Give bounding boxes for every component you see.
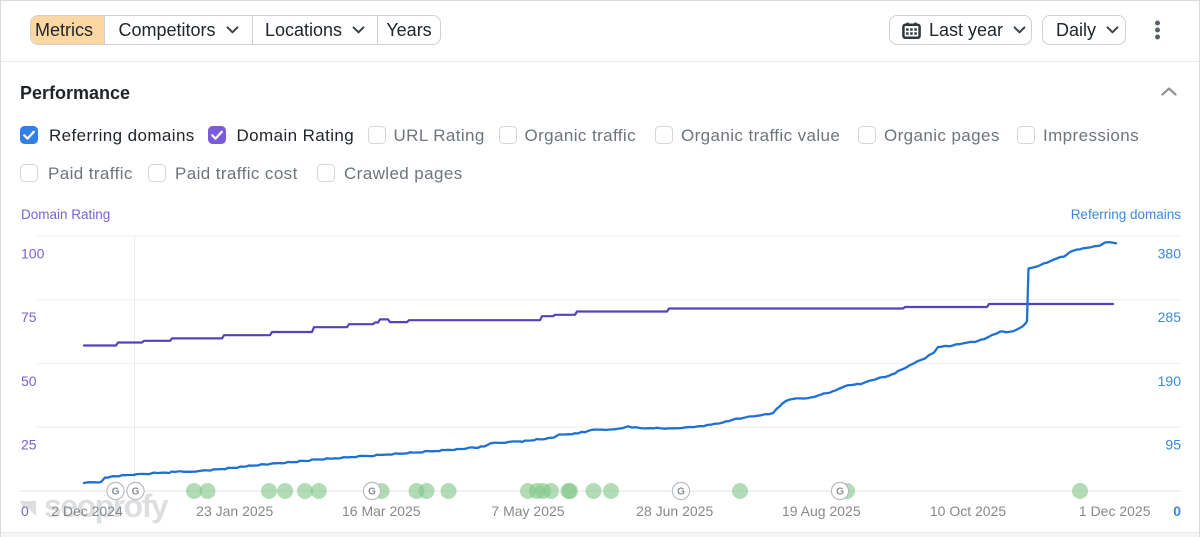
svg-text:2 Dec 2024: 2 Dec 2024 [51,503,123,519]
svg-text:19 Aug 2025: 19 Aug 2025 [782,503,861,519]
svg-text:0: 0 [1173,503,1181,519]
svg-text:G: G [112,487,120,498]
svg-text:285: 285 [1158,309,1182,325]
svg-text:G: G [677,487,685,498]
svg-text:50: 50 [21,373,37,389]
svg-text:100: 100 [21,246,45,262]
svg-text:28 Jun 2025: 28 Jun 2025 [636,503,713,519]
svg-text:10 Oct 2025: 10 Oct 2025 [930,503,1006,519]
svg-text:1 Dec 2025: 1 Dec 2025 [1079,503,1151,519]
svg-text:Domain Rating: Domain Rating [21,207,110,222]
svg-text:G: G [368,487,376,498]
svg-text:G: G [836,487,844,498]
svg-text:Referring domains: Referring domains [1071,207,1182,222]
svg-text:23 Jan 2025: 23 Jan 2025 [196,503,273,519]
svg-text:G: G [132,487,140,498]
svg-text:190: 190 [1158,373,1182,389]
svg-text:0: 0 [21,503,29,519]
svg-text:380: 380 [1158,246,1182,262]
svg-text:25: 25 [21,437,37,453]
svg-text:7 May 2025: 7 May 2025 [491,503,564,519]
svg-text:75: 75 [21,309,37,325]
svg-text:95: 95 [1165,437,1181,453]
svg-text:16 Mar 2025: 16 Mar 2025 [342,503,421,519]
